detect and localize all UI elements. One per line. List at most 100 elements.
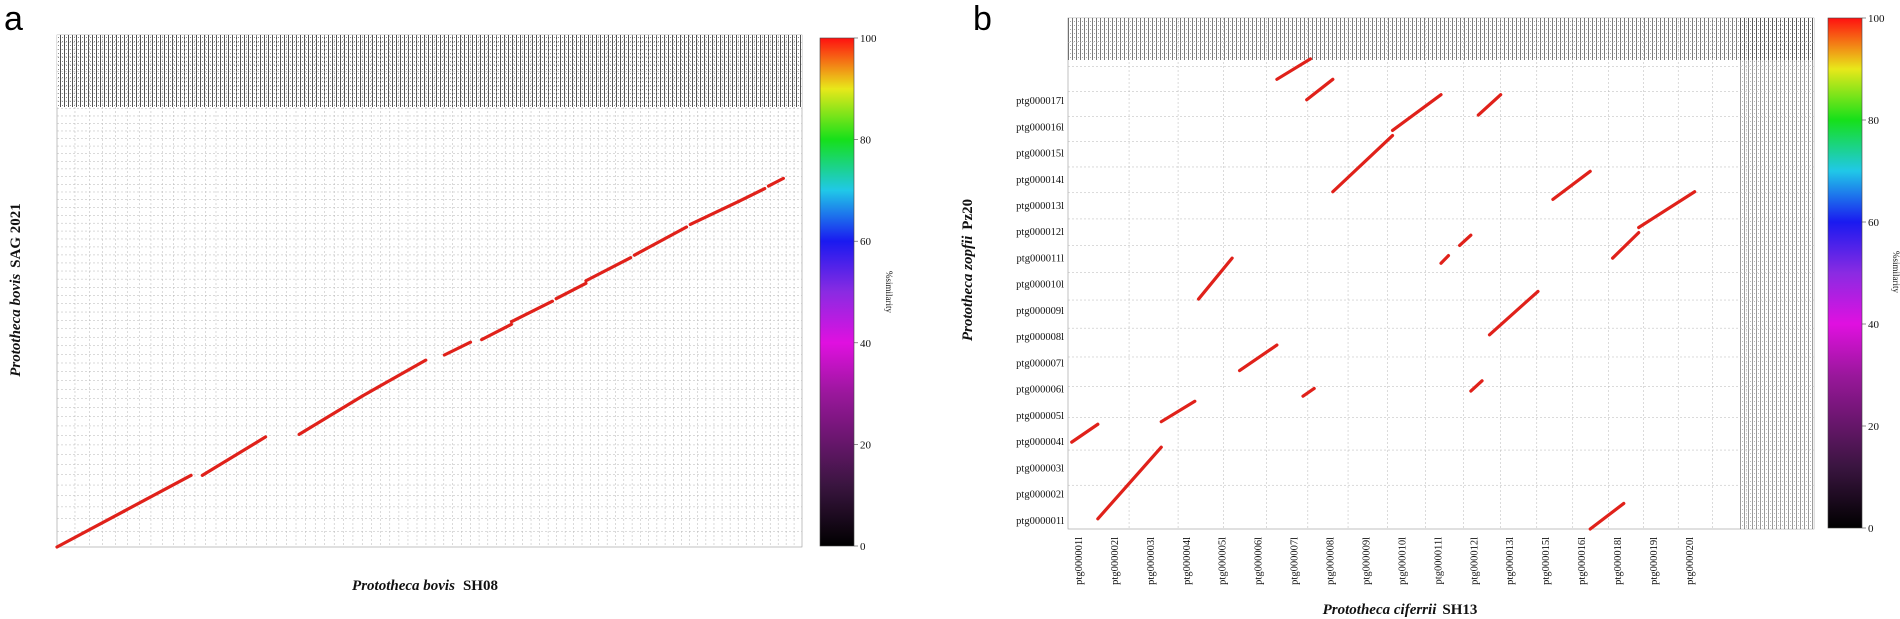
panel-a-colorbar-ticks: 0 20 40 60 80 100 <box>854 33 877 553</box>
alignment-segment-8 <box>1305 77 1335 102</box>
x-tick-label: ptg000020l <box>1685 537 1696 585</box>
panel-b-plot: ptg000001l ptg000002l ptg000003l ptg000004l… <box>1016 17 1815 585</box>
alignment-segment-12 <box>688 199 741 227</box>
colorbar-tick-label: 80 <box>860 135 872 147</box>
alignment-segment-12 <box>1458 233 1473 247</box>
panel-a-colorbar-label: %similarity <box>884 271 894 313</box>
alignment-segment-4 <box>1196 256 1234 301</box>
panel-b-frame <box>1067 17 1815 530</box>
x-tick-label: ptg000003l <box>1146 537 1157 585</box>
panel-b-dense-band <box>1068 18 1814 60</box>
panel-a-xlabel: Prototheca bovis SH08 <box>352 578 498 594</box>
colorbar-tick-label: 80 <box>1868 115 1880 127</box>
alignment-segment-7 <box>480 322 514 342</box>
y-tick-label: ptg000007l <box>1016 358 1064 369</box>
x-tick-label: ptg000009l <box>1361 537 1372 585</box>
panel-b-colorbar-ticks: 0 20 40 60 80 100 <box>1862 13 1885 535</box>
colorbar-tick-label: 0 <box>860 541 866 553</box>
panel-b-xlabel: Prototheca ciferrii SH13 <box>1323 602 1478 618</box>
alignment-segment-9 <box>554 281 588 301</box>
y-tick-label: ptg000012l <box>1016 227 1064 238</box>
panel-a-letter: a <box>4 0 23 38</box>
alignment-segment-6 <box>442 340 473 357</box>
x-tick-label: ptg000015l <box>1541 537 1552 585</box>
alignment-segment-11 <box>1439 254 1451 265</box>
y-tick-label: ptg000006l <box>1016 385 1064 396</box>
panel-a-colorbar-gradient <box>819 37 855 547</box>
y-tick-label: ptg000003l <box>1016 463 1064 474</box>
panel-a-plot <box>55 34 803 549</box>
alignment-segment-8 <box>509 299 555 324</box>
y-tick-label: ptg000016l <box>1016 122 1064 133</box>
panel-b-xlabel-species: Prototheca ciferrii <box>1323 602 1438 618</box>
alignment-segment-1 <box>1070 422 1100 444</box>
panel-a-xlabel-species: Prototheca bovis <box>352 578 455 594</box>
y-tick-label: ptg000001l <box>1016 516 1064 527</box>
colorbar-tick-label: 0 <box>1868 523 1874 535</box>
alignment-segment-9 <box>1331 133 1395 194</box>
x-tick-label: ptg000012l <box>1469 537 1480 585</box>
alignment-segment-3 <box>200 435 268 477</box>
panel-a-xlabel-strain: SH08 <box>463 578 498 594</box>
panel-a-ylabel-species: Prototheca bovis <box>8 274 24 377</box>
alignment-segment-2 <box>1096 445 1163 521</box>
alignment-segment-5 <box>1237 343 1279 373</box>
panel-b-alignments <box>1070 57 1697 531</box>
alignment-segment-11 <box>632 225 689 257</box>
panel-b-x-tick-labels: ptg000001l ptg000002l ptg000003l ptg000004l… <box>1074 537 1696 585</box>
x-tick-label: ptg000018l <box>1613 537 1624 585</box>
alignment-segment-13 <box>737 187 767 203</box>
colorbar-tick-label: 20 <box>1868 421 1880 433</box>
x-tick-label: ptg000004l <box>1182 537 1193 585</box>
alignment-segment-15 <box>1487 289 1540 337</box>
colorbar-tick-label: 20 <box>860 439 872 451</box>
y-tick-label: ptg000011l <box>1017 253 1065 264</box>
panel-b-ylabel: Prototheca zopfii Pz20 <box>960 199 976 341</box>
alignment-segment-1 <box>55 509 126 549</box>
x-tick-label: ptg000016l <box>1577 537 1588 585</box>
y-tick-label: ptg000008l <box>1016 332 1064 343</box>
x-tick-label: ptg000010l <box>1397 537 1408 585</box>
panel-a-alignments <box>55 176 785 549</box>
y-tick-label: ptg000002l <box>1016 490 1064 501</box>
colorbar-tick-label: 40 <box>1868 319 1880 331</box>
panel-b-dense-column <box>1740 18 1814 529</box>
y-tick-label: ptg000017l <box>1016 96 1064 107</box>
colorbar-tick-label: 100 <box>860 33 877 45</box>
alignment-segment-19 <box>1637 190 1697 230</box>
alignment-segment-5 <box>360 358 428 398</box>
x-tick-label: ptg000007l <box>1290 537 1301 585</box>
panel-a-ylabel: Prototheca bovis SAG 2021 <box>8 203 24 377</box>
panel-b-grid <box>1068 18 1814 529</box>
colorbar-tick-label: 40 <box>860 338 872 350</box>
panel-b-y-tick-labels: ptg000001l ptg000002l ptg000003l ptg000004l… <box>1016 96 1064 527</box>
x-tick-label: ptg000006l <box>1254 537 1265 585</box>
x-tick-label: ptg000002l <box>1110 537 1121 585</box>
x-tick-label: ptg000001l <box>1074 537 1085 585</box>
y-tick-label: ptg000014l <box>1016 175 1064 186</box>
alignment-segment-14 <box>1476 93 1503 117</box>
panel-a-grid <box>57 35 802 547</box>
panel-b-xlabel-strain: SH13 <box>1442 602 1477 618</box>
y-tick-label: ptg000010l <box>1016 280 1064 291</box>
panel-a-ylabel-strain: SAG 2021 <box>8 203 24 268</box>
alignment-segment-14 <box>766 176 785 188</box>
x-tick-label: ptg000019l <box>1649 537 1660 585</box>
alignment-segment-2 <box>122 473 193 513</box>
colorbar-tick-label: 100 <box>1868 13 1885 25</box>
x-tick-label: ptg000013l <box>1505 537 1516 585</box>
panel-b-ylabel-strain: Pz20 <box>960 199 976 230</box>
alignment-segment-6 <box>1275 57 1313 81</box>
y-tick-label: ptg000015l <box>1016 149 1064 160</box>
panel-b-letter: b <box>973 0 992 38</box>
alignment-segment-4 <box>297 394 365 436</box>
panel-b-colorbar: 0 20 40 60 80 100 %similarity <box>1827 13 1900 535</box>
panel-b-colorbar-label: %similarity <box>1891 251 1900 293</box>
panel-a-dense-band <box>57 35 802 107</box>
panel-a-colorbar: 0 20 40 60 80 100 %similarity <box>819 33 894 553</box>
alignment-segment-13 <box>1469 379 1484 393</box>
y-tick-label: ptg000004l <box>1016 437 1064 448</box>
alignment-segment-3 <box>1159 399 1197 424</box>
alignment-segment-10 <box>584 256 633 283</box>
